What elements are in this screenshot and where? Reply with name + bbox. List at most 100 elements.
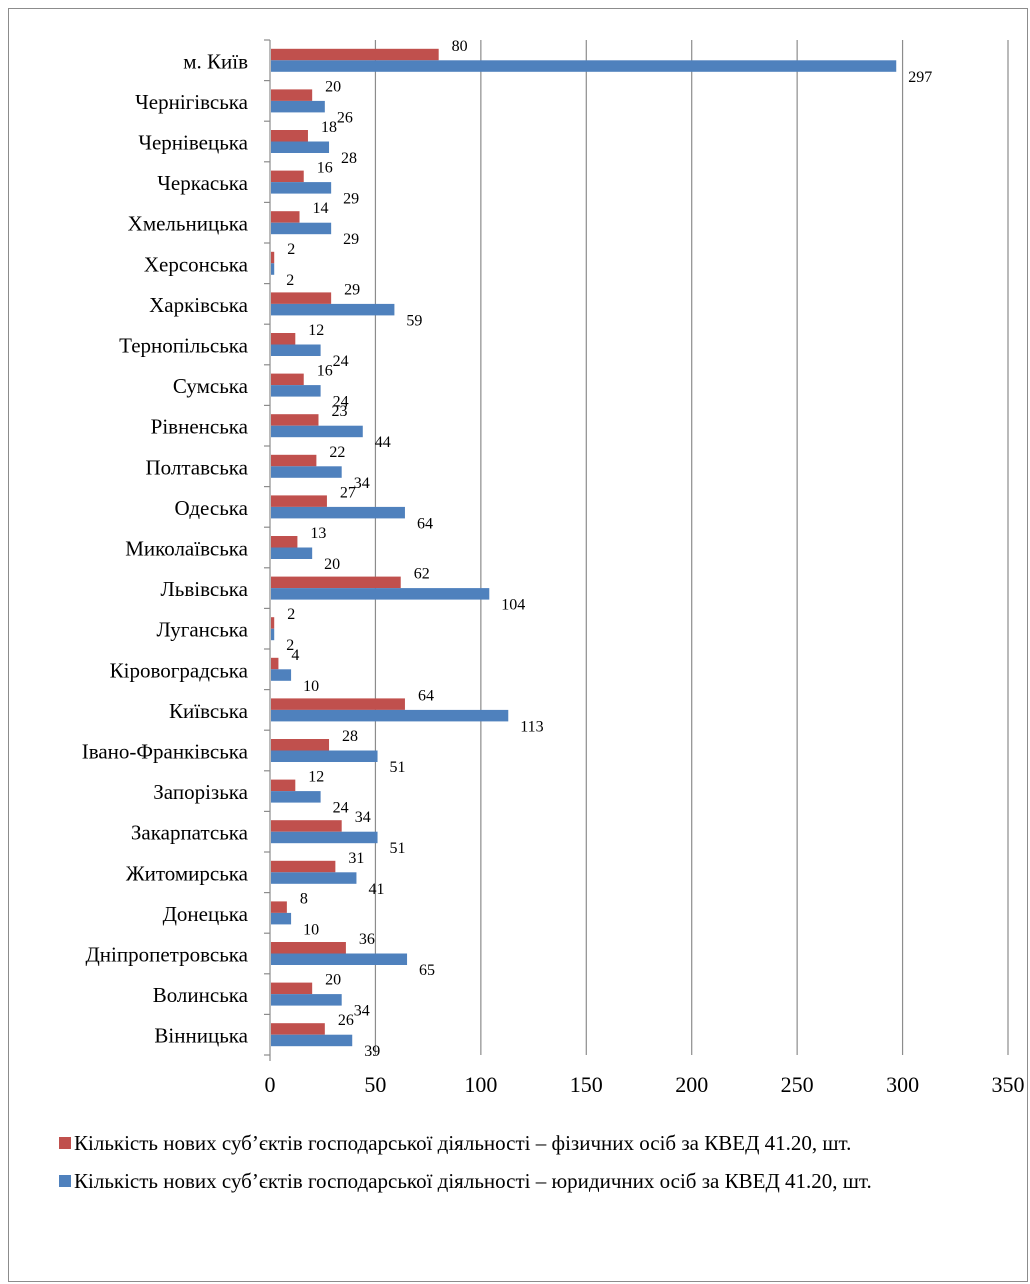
bar-legal	[271, 750, 378, 762]
category-label: Харківська	[149, 293, 249, 317]
category-label: Донецька	[163, 902, 249, 926]
data-label-legal: 20	[324, 556, 340, 573]
bar-legal	[271, 466, 342, 478]
bar-chart: 0 50 100 150 200 250 300 350 м. Київ 80 297 Чернігі…	[82, 38, 1025, 1097]
legend-label-physical: Кількість нових суб’єктів господарської …	[74, 1131, 852, 1155]
category-label: Житомирська	[126, 861, 249, 885]
data-label-legal: 29	[343, 191, 359, 208]
data-label-legal: 44	[375, 434, 391, 451]
data-label-physical: 28	[342, 728, 358, 745]
bar-legal	[271, 669, 292, 681]
data-label-legal: 24	[333, 394, 349, 411]
data-label-legal: 41	[368, 881, 384, 898]
bar-physical	[271, 48, 439, 61]
x-tick-label-150: 150	[570, 1072, 603, 1097]
bar-legal	[271, 263, 275, 275]
x-tick-label-0: 0	[265, 1072, 276, 1097]
bar-physical	[271, 292, 332, 304]
data-label-physical: 13	[310, 525, 326, 542]
data-label-physical: 4	[291, 647, 299, 664]
data-label-legal: 34	[354, 475, 370, 492]
data-label-physical: 26	[338, 1012, 354, 1029]
bar-physical	[271, 860, 336, 873]
bar-legal	[271, 912, 292, 925]
bar-legal	[271, 303, 395, 316]
data-label-physical: 2	[287, 241, 295, 258]
data-label-legal: 104	[501, 597, 525, 614]
data-label-physical: 34	[355, 809, 371, 826]
data-label-legal: 26	[337, 109, 353, 126]
bar-legal	[271, 141, 330, 153]
bar-legal	[271, 506, 405, 519]
category-label: Чернівецька	[138, 131, 248, 155]
category-label: Одеська	[174, 496, 248, 520]
data-label-legal: 2	[286, 272, 294, 289]
data-label-physical: 16	[317, 363, 333, 380]
category-label: Волинська	[153, 983, 249, 1007]
data-label-legal: 65	[419, 962, 435, 979]
bar-physical	[271, 576, 401, 589]
data-label-physical: 12	[308, 769, 324, 786]
bar-physical	[271, 89, 313, 101]
bar-legal	[271, 994, 342, 1006]
bar-legal	[271, 60, 897, 72]
data-label-legal: 10	[303, 921, 319, 938]
x-tick-label-100: 100	[464, 1072, 497, 1097]
bar-physical	[271, 1023, 325, 1035]
data-label-physical: 16	[317, 160, 333, 177]
data-label-physical: 62	[414, 566, 430, 583]
data-label-physical: 36	[359, 931, 375, 948]
data-label-physical: 2	[287, 606, 295, 623]
data-label-legal: 59	[406, 312, 422, 329]
data-label-legal: 297	[908, 69, 932, 86]
bar-legal	[271, 831, 378, 844]
bar-physical	[271, 170, 304, 183]
bar-legal	[271, 100, 325, 113]
bar-legal	[271, 385, 321, 397]
bar-physical	[271, 333, 296, 345]
bar-legal	[271, 628, 275, 641]
data-label-legal: 29	[343, 231, 359, 248]
category-label: Хмельницька	[128, 212, 249, 236]
data-label-legal: 24	[333, 353, 349, 370]
category-label: Дніпропетровська	[85, 943, 248, 967]
x-tick-label-300: 300	[886, 1072, 919, 1097]
data-label-legal: 10	[303, 678, 319, 695]
category-label: Черкаська	[157, 171, 248, 195]
bar-legal	[271, 872, 357, 884]
bar-physical	[271, 251, 275, 264]
bar-physical	[271, 414, 319, 426]
category-label: Вінницька	[154, 1024, 248, 1048]
bar-legal	[271, 709, 509, 722]
category-label: Миколаївська	[125, 537, 248, 561]
data-label-physical: 23	[331, 403, 347, 420]
category-label: Сумська	[173, 374, 249, 398]
bar-physical	[271, 617, 275, 629]
bar-legal	[271, 588, 490, 600]
data-label-physical: 20	[325, 972, 341, 989]
data-label-legal: 28	[341, 150, 357, 167]
bar-physical	[271, 130, 308, 142]
data-label-physical: 12	[308, 322, 324, 339]
x-tick-label-200: 200	[675, 1072, 708, 1097]
bar-physical	[271, 373, 304, 386]
data-label-physical: 80	[452, 38, 468, 55]
data-label-legal: 51	[390, 759, 406, 776]
data-label-physical: 14	[313, 200, 329, 217]
data-label-legal: 64	[417, 515, 433, 532]
x-tick-label-350: 350	[992, 1072, 1025, 1097]
data-label-physical: 8	[300, 890, 308, 907]
data-label-physical: 18	[321, 119, 337, 136]
category-label: Луганська	[157, 618, 249, 642]
category-label: Херсонська	[144, 252, 249, 276]
bar-physical	[271, 739, 330, 751]
category-label: Полтавська	[145, 455, 248, 479]
legend-item-legal: Кількість нових суб’єктів господарської …	[52, 1168, 1012, 1194]
chart-frame	[8, 8, 1028, 1282]
bar-physical	[271, 495, 327, 507]
bar-physical	[271, 820, 342, 832]
data-label-legal: 34	[354, 1003, 370, 1020]
category-label: м. Київ	[183, 49, 248, 73]
data-label-physical: 27	[340, 484, 356, 501]
bar-physical	[271, 982, 313, 995]
